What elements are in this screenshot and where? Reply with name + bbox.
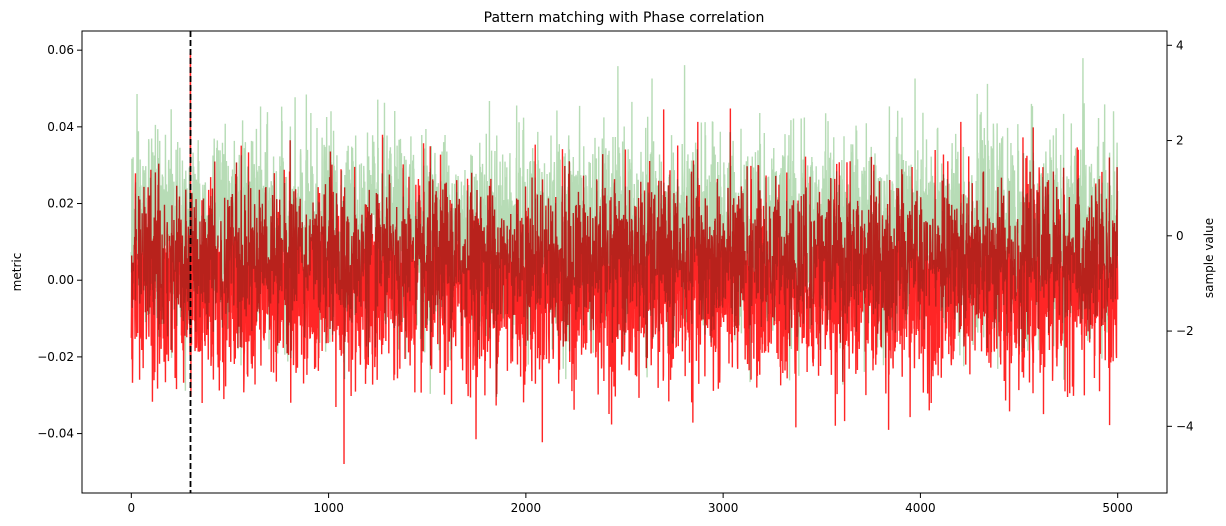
- y-tick-label: −0.02: [37, 350, 74, 364]
- plot-frame: [81, 30, 1168, 494]
- y-tick-label: −0.04: [37, 427, 74, 441]
- plot-series: [130, 53, 1119, 464]
- chart-title: Pattern matching with Phase correlation: [484, 10, 765, 26]
- y-axis-label: metric: [10, 253, 24, 292]
- x-tick-label: 0: [127, 501, 135, 515]
- x-tick-label: 3000: [708, 501, 739, 515]
- x-axis: 0 1000 2000 3000 4000 5000: [127, 493, 1133, 515]
- x-tick-label: 1000: [313, 501, 344, 515]
- x-tick-label: 5000: [1102, 501, 1133, 515]
- x-tick-label: 4000: [905, 501, 936, 515]
- y-tick-label: 0.00: [47, 273, 74, 287]
- y2-tick-label: 4: [1176, 38, 1184, 52]
- y2-axis-label: sample value: [1202, 218, 1216, 298]
- y-tick-label: 0.04: [47, 120, 74, 134]
- y2-tick-label: 0: [1176, 229, 1184, 243]
- y-tick-label: 0.02: [47, 197, 74, 211]
- metric-line: [130, 53, 1119, 464]
- x-tick-label: 2000: [511, 501, 542, 515]
- y2-tick-label: −2: [1176, 324, 1194, 338]
- y-tick-label: 0.06: [47, 43, 74, 57]
- y2-tick-label: −4: [1176, 419, 1194, 433]
- y-axis-right: −4 −2 0 2 4: [1167, 38, 1194, 433]
- y-axis-left: −0.04 −0.02 0.00 0.02 0.04 0.06: [37, 43, 82, 441]
- y2-tick-label: 2: [1176, 134, 1184, 148]
